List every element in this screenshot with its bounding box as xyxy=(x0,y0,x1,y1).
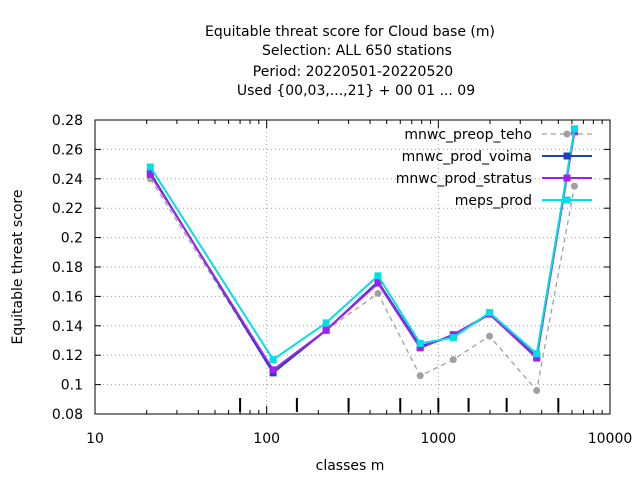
data-point xyxy=(416,339,424,347)
x-tick-label: 100 xyxy=(253,431,280,447)
legend-label: mnwc_preop_teho xyxy=(404,127,532,143)
legend-marker xyxy=(563,130,571,138)
class-markers xyxy=(239,398,560,412)
legend-marker xyxy=(563,174,571,182)
data-point xyxy=(374,272,382,280)
x-tick-label: 10 xyxy=(86,431,104,447)
chart-title: Equitable threat score for Cloud base (m… xyxy=(205,24,495,99)
legend-item: mnwc_prod_stratus xyxy=(396,171,592,187)
legend-item: mnwc_prod_voima xyxy=(402,149,592,165)
data-point xyxy=(449,334,457,342)
data-point xyxy=(416,344,424,352)
title-line-2: Selection: ALL 650 stations xyxy=(262,43,452,59)
y-tick-label: 0.26 xyxy=(52,142,83,158)
y-tick-label: 0.22 xyxy=(52,201,83,217)
legend-item: meps_prod xyxy=(455,193,592,209)
legend-item: mnwc_preop_teho xyxy=(404,127,592,143)
data-point xyxy=(269,366,277,374)
grid xyxy=(95,120,610,414)
y-tick-label: 0.14 xyxy=(52,319,83,335)
y-tick-label: 0.24 xyxy=(52,172,83,188)
data-point xyxy=(533,386,541,394)
data-point xyxy=(486,309,494,317)
data-point xyxy=(570,182,578,190)
series-meps_prod xyxy=(146,125,578,364)
x-tick-label: 10000 xyxy=(588,431,633,447)
y-tick-label: 0.12 xyxy=(52,348,83,364)
series-line xyxy=(149,131,576,372)
plot-frame xyxy=(94,119,611,415)
data-point xyxy=(146,163,154,171)
y-axis-label: Equitable threat score xyxy=(10,190,26,345)
data-point xyxy=(533,350,541,358)
x-axis-label: classes m xyxy=(316,458,385,474)
y-tick-label: 0.28 xyxy=(52,113,83,129)
data-point xyxy=(449,356,457,364)
data-point xyxy=(374,289,382,297)
series-mnwc_prod_stratus xyxy=(146,128,578,374)
data-point xyxy=(570,125,578,133)
series xyxy=(146,125,578,394)
data-point xyxy=(533,354,541,362)
legend-label: mnwc_prod_voima xyxy=(402,149,532,165)
legend-label: meps_prod xyxy=(455,193,532,209)
y-tick-label: 0.16 xyxy=(52,289,83,305)
y-tick-label: 0.2 xyxy=(61,231,83,247)
legend-label: mnwc_prod_stratus xyxy=(396,171,532,187)
data-point xyxy=(146,170,154,178)
data-point xyxy=(486,332,494,340)
title-line-1: Equitable threat score for Cloud base (m… xyxy=(205,24,495,40)
y-tick-label: 0.08 xyxy=(52,407,83,423)
axis-ticks: 0.08 0.1 0.12 0.14 0.16 0.18 0.2 0.22 0.24 0.26 0.… xyxy=(52,113,632,447)
data-point xyxy=(416,372,424,380)
legend-marker xyxy=(563,152,571,160)
legend-marker xyxy=(563,196,571,204)
legend: mnwc_preop_teho mnwc_prod_voima mnwc_prod_… xyxy=(396,127,592,209)
y-tick-label: 0.18 xyxy=(52,260,83,276)
series-line xyxy=(149,178,576,392)
y-tick-label: 0.1 xyxy=(61,378,83,394)
series-line xyxy=(149,130,576,375)
data-point xyxy=(269,356,277,364)
data-point xyxy=(374,279,382,287)
data-point xyxy=(322,319,330,327)
title-line-3: Period: 20220501-20220520 xyxy=(253,64,453,80)
title-line-4: Used {00,03,...,21} + 00 01 ... 09 xyxy=(237,83,475,99)
data-point xyxy=(322,326,330,334)
x-tick-label: 1000 xyxy=(421,431,457,447)
